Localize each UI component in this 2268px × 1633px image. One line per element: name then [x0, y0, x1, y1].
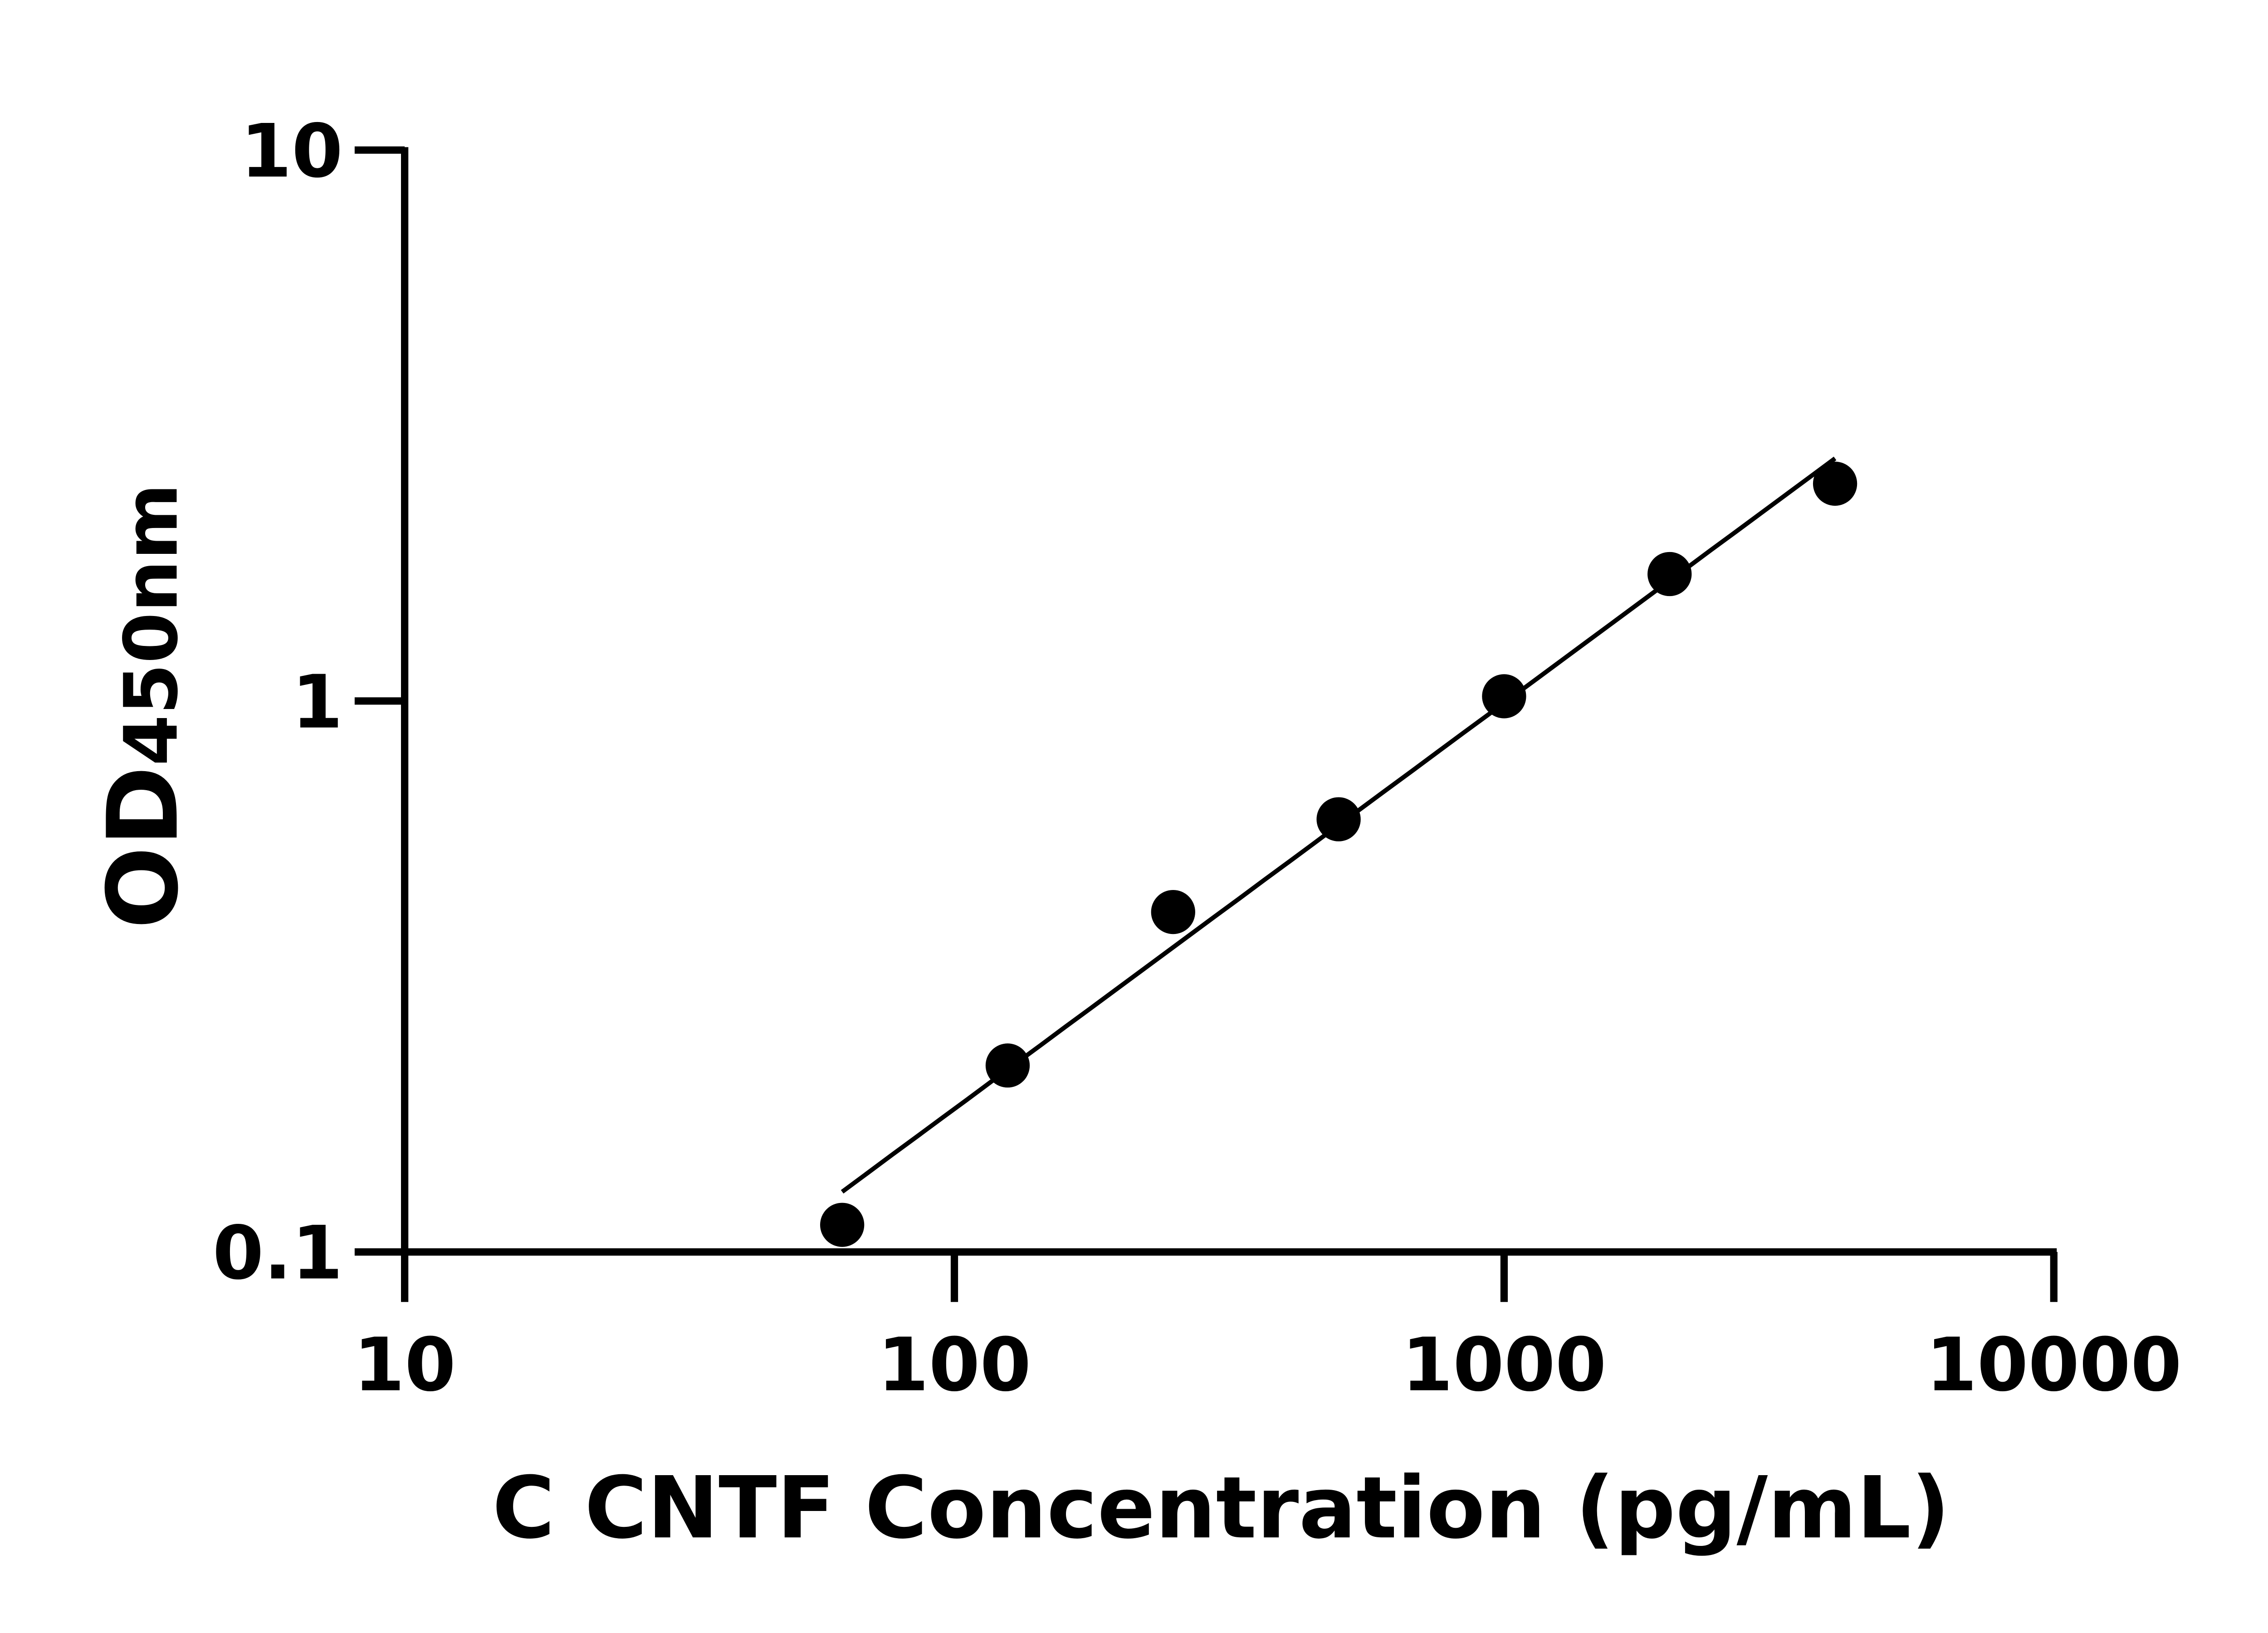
- data-point: [1316, 797, 1361, 841]
- x-ticks: 10 100 1000 10000: [353, 1252, 2182, 1408]
- y-tick-label: 10: [240, 108, 343, 194]
- y-axis-label: OD450nm: [87, 483, 200, 929]
- x-tick-label: 100: [878, 1322, 1031, 1408]
- data-point: [985, 1043, 1030, 1088]
- data-point: [820, 1203, 865, 1247]
- data-point: [1151, 890, 1195, 934]
- y-tick-label: 0.1: [213, 1210, 343, 1296]
- y-axis-label-sub: 450nm: [108, 483, 194, 766]
- axes: [401, 147, 2057, 1256]
- y-tick-label: 1: [292, 660, 343, 745]
- y-axis-label-main: OD: [87, 766, 200, 929]
- x-axis-label: C CNTF Concentration (pg/mL): [492, 1458, 1950, 1558]
- x-tick-label: 10: [353, 1322, 456, 1408]
- data-points: [820, 461, 1857, 1247]
- data-point: [1813, 461, 1857, 506]
- data-point: [1482, 674, 1526, 719]
- y-ticks: 0.1 1 10: [213, 108, 405, 1296]
- x-tick-label: 10000: [1926, 1322, 2182, 1408]
- data-point: [1647, 552, 1692, 596]
- x-tick-label: 1000: [1402, 1322, 1606, 1408]
